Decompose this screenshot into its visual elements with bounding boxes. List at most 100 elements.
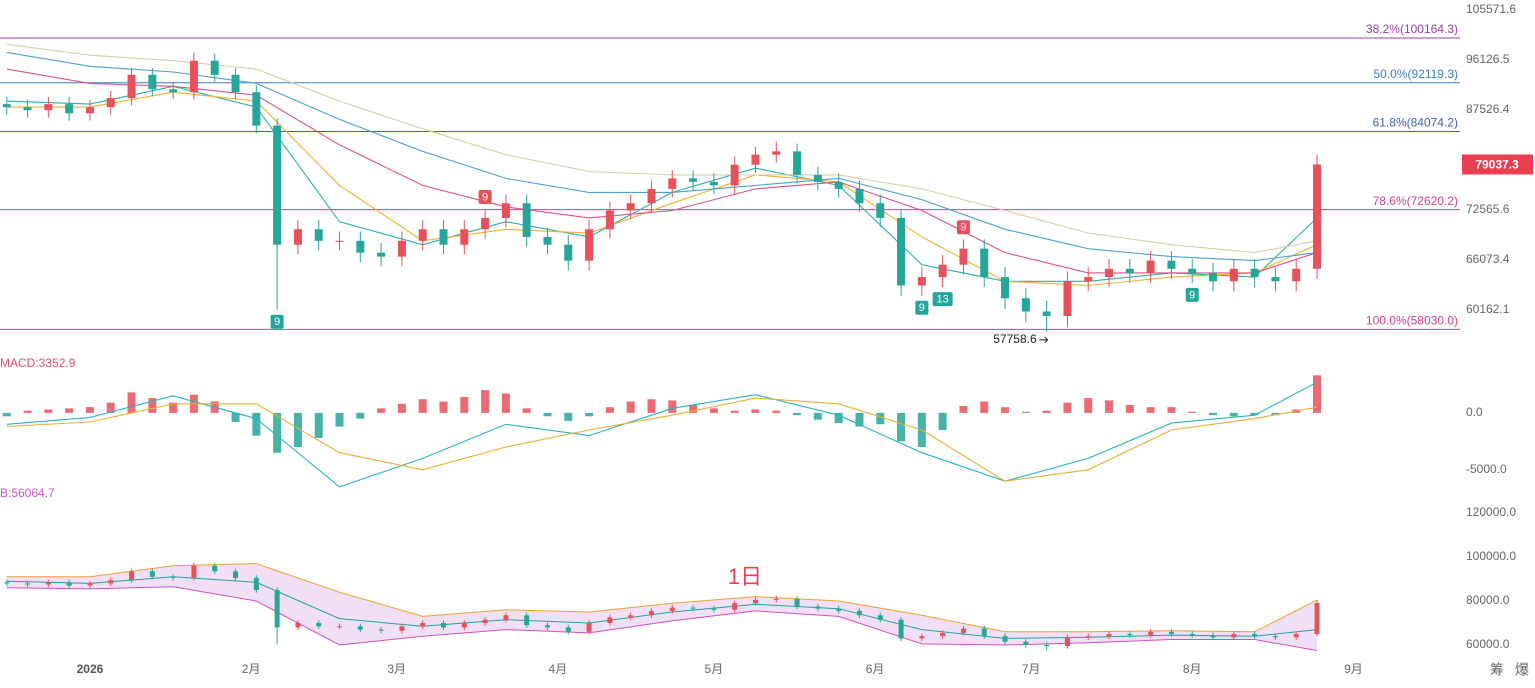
candle-body: [1002, 636, 1008, 642]
x-tick-label: 8月: [1183, 662, 1202, 676]
macd-bar: [980, 401, 989, 413]
macd-bar: [813, 412, 822, 420]
candle-body: [231, 74, 240, 93]
candle-body: [127, 74, 136, 99]
candle-body: [501, 203, 510, 218]
x-tick-label: 9月: [1344, 662, 1363, 676]
td-marker-box: [478, 190, 492, 205]
candle-body: [481, 217, 490, 230]
candle-body: [876, 203, 885, 218]
toolbar-button[interactable]: 筹: [1490, 662, 1504, 678]
x-tick-label: 5月: [705, 662, 724, 676]
macd-bar: [1105, 400, 1114, 413]
candle-body: [85, 107, 94, 114]
candle-body: [1044, 644, 1050, 647]
candle-body: [668, 178, 677, 189]
macd-bar: [314, 412, 323, 438]
candle-body: [1085, 636, 1091, 638]
candle-body: [253, 577, 259, 590]
x-tick-label: 4月: [549, 662, 568, 676]
y-tick-label: 72565.6: [1466, 202, 1510, 216]
macd-bar: [1125, 404, 1134, 413]
candle-body: [1231, 633, 1237, 638]
candle-body: [337, 626, 343, 628]
macd-bar: [439, 401, 448, 413]
candle-body: [543, 236, 552, 245]
candle-body: [441, 622, 447, 628]
price-tag: [1462, 154, 1533, 175]
candle-body: [108, 580, 114, 584]
candle-body: [1210, 635, 1216, 638]
macd-bar: [689, 404, 698, 413]
candle-body: [66, 582, 72, 586]
candle-body: [210, 60, 219, 75]
candle-body: [834, 181, 843, 189]
y-tick-label: 96126.5: [1466, 52, 1510, 66]
low-label: 57758.6: [993, 332, 1037, 346]
candle-body: [1064, 637, 1070, 647]
candle-body: [170, 576, 176, 578]
candle-body: [1189, 633, 1195, 636]
low-arrow: [1039, 336, 1049, 344]
candle-body: [960, 628, 966, 633]
candle-body: [503, 615, 509, 620]
macd-bar: [876, 412, 885, 425]
candle-body: [1106, 633, 1112, 637]
candle-body: [585, 229, 594, 261]
moving-average: [6, 68, 1318, 274]
candle-body: [1084, 277, 1093, 282]
candle-body: [605, 210, 614, 230]
candle-body: [1042, 311, 1051, 316]
macd-bar: [460, 396, 469, 413]
macd-bar: [273, 412, 282, 453]
y-tick-label: 80000.0: [1466, 593, 1510, 607]
macd-bar: [730, 410, 739, 413]
band-line: [6, 563, 1318, 633]
candle-body: [751, 154, 760, 165]
td-marker: 9: [274, 316, 280, 328]
candle-body: [420, 622, 426, 627]
candle-body: [482, 619, 488, 623]
candle-body: [981, 628, 987, 637]
macd-bar: [377, 408, 386, 413]
macd-bar: [335, 412, 344, 427]
candle-body: [357, 626, 363, 630]
candle-body: [252, 92, 261, 126]
macd-bar: [2, 412, 11, 417]
candle-body: [1125, 268, 1134, 273]
macd-bar: [772, 410, 781, 413]
candle-body: [1168, 631, 1174, 634]
toolbar-button[interactable]: 爆: [1515, 662, 1529, 678]
macd-bar: [897, 412, 906, 442]
candle-body: [855, 188, 864, 204]
y-tick-label: 105571.6: [1466, 2, 1516, 16]
candle-body: [898, 619, 904, 639]
td-marker: 9: [482, 191, 488, 203]
macd-bar: [959, 406, 968, 413]
candle-body: [87, 583, 93, 586]
candle-body: [732, 603, 738, 610]
candle-body: [709, 181, 718, 186]
candle-body: [356, 240, 365, 253]
candle-body: [1252, 633, 1258, 637]
candle-body: [233, 571, 239, 578]
candle-body: [295, 622, 301, 628]
candle-body: [836, 608, 842, 611]
candle-body: [191, 565, 197, 578]
candle-body: [669, 607, 675, 611]
candle-body: [648, 610, 654, 616]
candle-body: [917, 277, 926, 286]
candle-body: [607, 617, 613, 623]
macd-bar: [1313, 375, 1322, 413]
candle-body: [460, 229, 469, 245]
macd-bar: [647, 399, 656, 413]
candle-body: [1188, 268, 1197, 273]
candle-body: [106, 98, 115, 108]
candle-body: [129, 571, 135, 581]
candle-body: [877, 615, 883, 620]
candle-body: [1063, 281, 1072, 316]
candle-body: [2, 104, 11, 108]
macd-bar: [397, 403, 406, 413]
macd-bar: [65, 408, 74, 413]
macd-line: [6, 397, 1318, 482]
